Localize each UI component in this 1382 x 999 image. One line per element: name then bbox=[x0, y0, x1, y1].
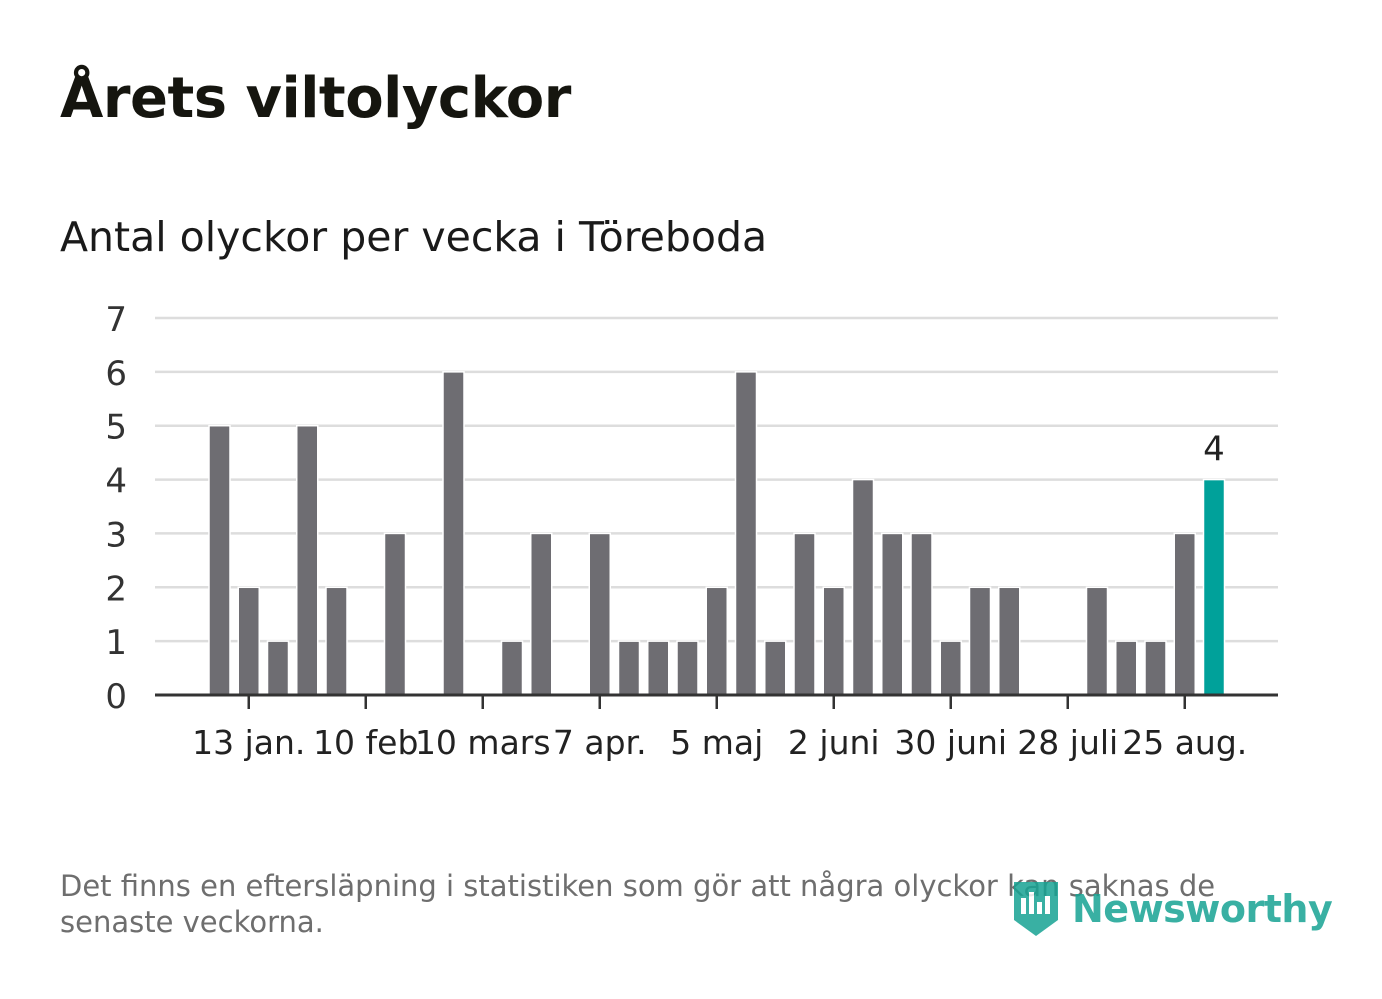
y-tick-label: 4 bbox=[105, 462, 127, 502]
y-tick-label: 1 bbox=[105, 623, 127, 663]
bar bbox=[530, 532, 553, 696]
y-tick-label: 6 bbox=[105, 354, 127, 394]
bar bbox=[851, 478, 875, 696]
y-tick-label: 0 bbox=[105, 677, 127, 717]
bar bbox=[734, 371, 758, 696]
y-tick-label: 7 bbox=[105, 300, 127, 340]
bar bbox=[881, 532, 904, 696]
y-tick-label: 5 bbox=[105, 408, 127, 448]
bar bbox=[968, 586, 992, 696]
x-tick-label: 25 aug. bbox=[1122, 723, 1247, 762]
chart-title: Årets viltolyckor bbox=[60, 66, 571, 131]
highlight-bar bbox=[1202, 478, 1226, 696]
x-tick-label: 7 apr. bbox=[553, 723, 647, 762]
bar bbox=[383, 532, 407, 696]
x-tick-label: 30 juni bbox=[894, 723, 1007, 762]
bar bbox=[1173, 532, 1196, 696]
bar bbox=[764, 640, 787, 696]
x-tick-label: 10 mars bbox=[415, 723, 551, 762]
x-tick-label: 10 feb bbox=[313, 723, 418, 762]
bar bbox=[237, 586, 260, 696]
y-tick-label: 2 bbox=[105, 569, 127, 609]
bar bbox=[793, 532, 816, 696]
bar bbox=[939, 640, 962, 696]
bars bbox=[208, 371, 1226, 696]
bar bbox=[296, 424, 319, 696]
x-tick-label: 28 juli bbox=[1017, 723, 1118, 762]
x-tick-label: 5 maj bbox=[670, 723, 763, 762]
bar bbox=[266, 640, 290, 696]
bar bbox=[705, 586, 728, 696]
logo-text: Newsworthy bbox=[1072, 887, 1333, 931]
bar bbox=[500, 640, 524, 696]
bar bbox=[910, 532, 933, 696]
bar bbox=[998, 586, 1021, 696]
bar bbox=[325, 586, 348, 696]
bar bbox=[1085, 586, 1109, 696]
bar bbox=[676, 640, 699, 696]
bar bbox=[647, 640, 670, 696]
bar bbox=[208, 424, 231, 696]
x-tick-label: 13 jan. bbox=[192, 723, 305, 762]
x-tick-label: 2 juni bbox=[788, 723, 880, 762]
x-axis bbox=[155, 693, 1278, 709]
bar bbox=[822, 586, 845, 696]
bar bbox=[442, 371, 465, 696]
bar bbox=[588, 532, 611, 696]
bar bbox=[617, 640, 641, 696]
highlight-data-label: 4 bbox=[1203, 430, 1225, 470]
y-tick-label: 3 bbox=[105, 515, 127, 555]
chart-subtitle: Antal olyckor per vecka i Töreboda bbox=[60, 213, 768, 261]
newsworthy-logo: Newsworthy bbox=[1010, 878, 1333, 940]
bar bbox=[1144, 640, 1167, 696]
newsworthy-logo-icon bbox=[1014, 882, 1058, 936]
bar bbox=[1115, 640, 1138, 696]
